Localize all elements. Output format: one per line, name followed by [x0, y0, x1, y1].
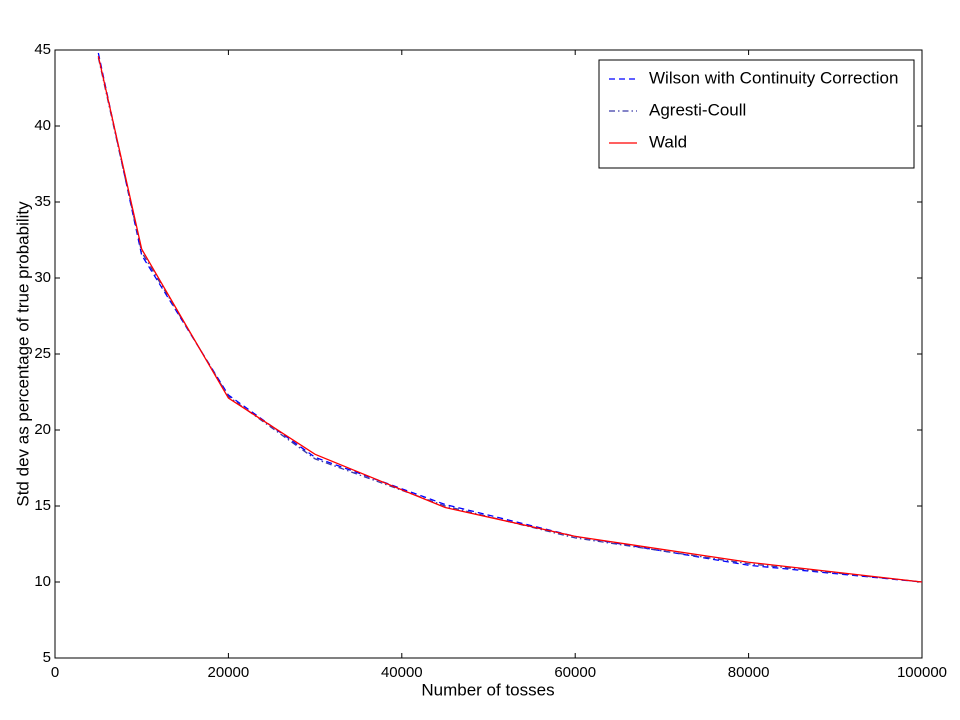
- series-line: [97, 55, 923, 583]
- x-tick-label: 0: [51, 664, 59, 681]
- y-tick-label: 25: [34, 345, 51, 362]
- legend-label: Wilson with Continuity Correction: [649, 68, 898, 87]
- x-tick-label: 80000: [728, 664, 770, 681]
- y-tick-label: 35: [34, 193, 51, 210]
- x-tick-label: 40000: [381, 664, 423, 681]
- y-tick-label: 30: [34, 269, 51, 286]
- x-tick-label: 60000: [554, 664, 596, 681]
- series-line: [97, 52, 923, 583]
- y-tick-label: 45: [34, 41, 51, 58]
- y-tick-label: 40: [34, 117, 51, 134]
- x-axis-label: Number of tosses: [421, 680, 554, 699]
- y-tick-label: 5: [43, 649, 51, 666]
- y-tick-label: 15: [34, 497, 51, 514]
- series-line: [97, 57, 923, 583]
- legend-label: Agresti-Coull: [649, 100, 746, 119]
- x-tick-label: 100000: [897, 664, 947, 681]
- x-tick-label: 20000: [208, 664, 250, 681]
- y-tick-label: 20: [34, 421, 51, 438]
- y-axis-label: Std dev as percentage of true probabilit…: [13, 201, 32, 507]
- legend-label: Wald: [649, 132, 687, 151]
- legend-box: [598, 59, 915, 169]
- y-tick-label: 10: [34, 573, 51, 590]
